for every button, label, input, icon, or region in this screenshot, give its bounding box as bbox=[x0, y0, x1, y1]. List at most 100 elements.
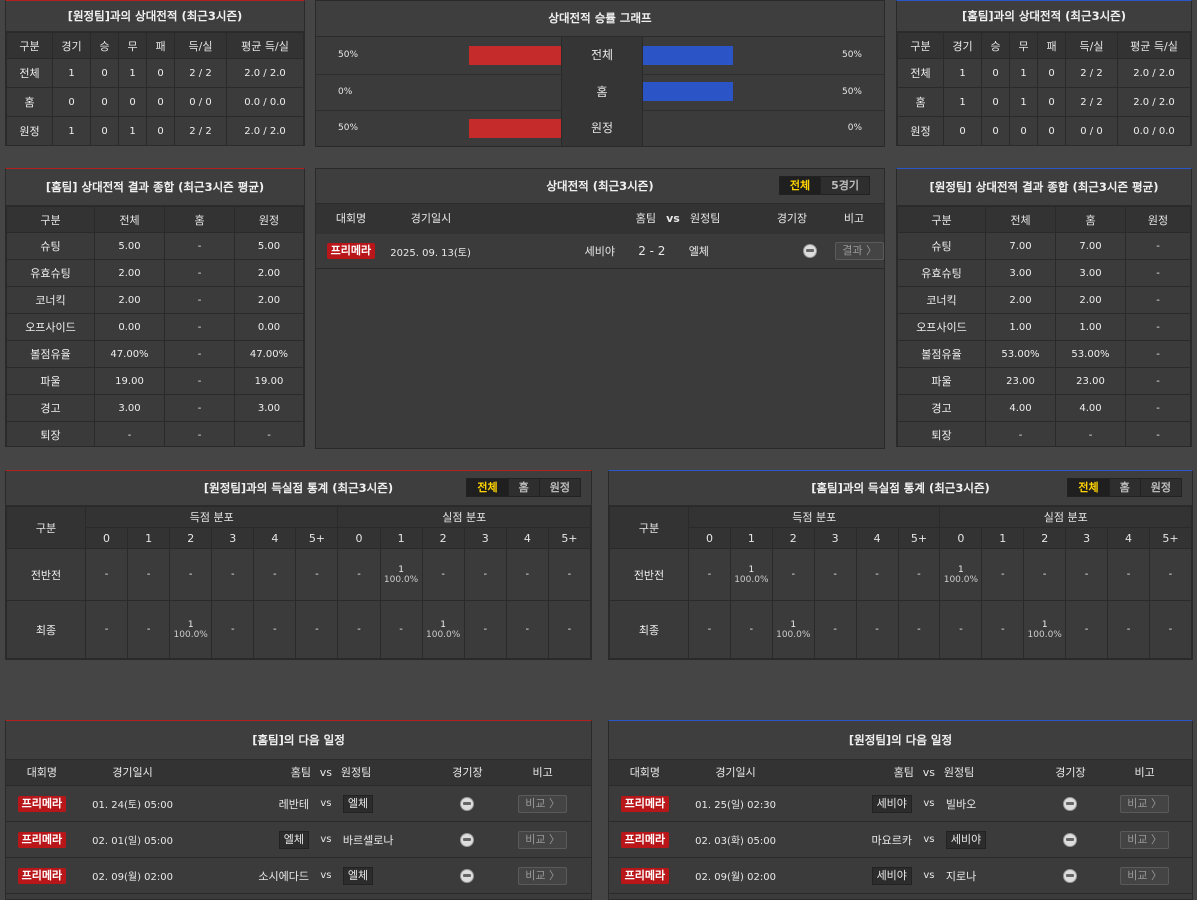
competition-badge[interactable]: 프리메라 bbox=[326, 243, 376, 259]
home-team[interactable]: 세비야 bbox=[871, 794, 912, 813]
stadium-icon[interactable] bbox=[1063, 796, 1078, 811]
away-team[interactable]: 바르셀로나 bbox=[342, 833, 394, 847]
cell-count: - bbox=[833, 569, 837, 580]
cell-count: 1 bbox=[748, 564, 755, 575]
table-cell: 0 / 0 bbox=[1065, 116, 1118, 145]
table-cell: 0 bbox=[90, 58, 119, 88]
away-team[interactable]: 엘체 bbox=[688, 245, 709, 258]
away-team[interactable]: 세비야 bbox=[945, 830, 987, 849]
home-team[interactable]: 마요르카 bbox=[871, 833, 912, 847]
row-label: 파울 bbox=[6, 367, 95, 395]
table-cell: 0 bbox=[943, 116, 982, 145]
tab-all[interactable]: 전체 bbox=[1068, 479, 1109, 496]
cell-count: - bbox=[959, 624, 963, 635]
vs-label: vs bbox=[923, 834, 935, 845]
vs-label: vs bbox=[923, 798, 935, 809]
tab-all[interactable]: 전체 bbox=[467, 479, 508, 496]
table-cell: - bbox=[771, 548, 815, 601]
result-button[interactable]: 결과 〉 bbox=[835, 242, 884, 260]
winrate-row: 50% 전체 50% bbox=[316, 37, 884, 75]
table-row: 코너킥 2.00 2.00- bbox=[897, 286, 1191, 314]
home-team[interactable]: 세비야 bbox=[871, 866, 912, 885]
cell-count: 1 bbox=[440, 619, 447, 630]
summary-home-panel: [홈팀] 상대전적 결과 종합 (최근3시즌 평균) 구분 전체 홈 원정 슈팅 5.0… bbox=[5, 168, 305, 447]
competition-badge[interactable]: 프리메라 bbox=[620, 867, 670, 884]
table-cell: 0 bbox=[1037, 116, 1066, 145]
stadium-icon[interactable] bbox=[460, 868, 475, 883]
compare-button[interactable]: 비교 〉 bbox=[1120, 830, 1170, 849]
competition-badge[interactable]: 프리메라 bbox=[17, 867, 67, 884]
away-team[interactable]: 빌바오 bbox=[945, 797, 977, 811]
table-cell: - bbox=[1125, 340, 1191, 368]
home-team[interactable]: 소시에다드 bbox=[258, 869, 309, 883]
table-row: 슈팅 7.00 7.00- bbox=[897, 232, 1191, 260]
row-label: 전체 bbox=[6, 58, 53, 88]
bucket-header: 2 bbox=[421, 527, 465, 549]
home-team[interactable]: 레반테 bbox=[278, 797, 309, 811]
tab-home[interactable]: 홈 bbox=[1108, 479, 1140, 496]
home-team[interactable]: 세비야 bbox=[584, 245, 615, 258]
note-cell: 비교 〉 bbox=[494, 866, 591, 885]
cell-count: - bbox=[749, 624, 754, 635]
table-cell: - bbox=[981, 600, 1025, 659]
stadium-icon[interactable] bbox=[460, 796, 475, 811]
competition-badge[interactable]: 프리메라 bbox=[620, 831, 670, 848]
table-cell: - bbox=[1148, 600, 1192, 659]
vs-label: vs bbox=[923, 870, 935, 881]
home-win-bar bbox=[469, 118, 561, 138]
schedule-header: 대회명 경기일시 홈팀 vs 원정팀 경기장 비고 bbox=[609, 760, 1192, 786]
compare-button[interactable]: 비교 〉 bbox=[1120, 794, 1170, 813]
table-cell: - bbox=[94, 421, 165, 446]
stadium-icon[interactable] bbox=[1063, 868, 1078, 883]
col-home: 홈팀 bbox=[893, 766, 914, 779]
cell-count: - bbox=[791, 569, 796, 580]
col-comp: 대회명 bbox=[26, 766, 58, 779]
compare-button[interactable]: 비교 〉 bbox=[518, 866, 568, 885]
tab-away[interactable]: 원정 bbox=[538, 479, 580, 496]
table-cell: - bbox=[729, 600, 773, 659]
column-header: 무 bbox=[1009, 32, 1038, 59]
stadium-icon[interactable] bbox=[1063, 832, 1078, 847]
tab-last5[interactable]: 5경기 bbox=[820, 177, 869, 194]
competition-badge[interactable]: 프리메라 bbox=[17, 795, 67, 812]
table-row: 퇴장 - - - bbox=[897, 421, 1191, 446]
table-row: 유효슈팅 3.00 3.00- bbox=[897, 259, 1191, 287]
home-team-cell: 마요르카 bbox=[790, 832, 918, 848]
table-header-row: 구분 득점 분포 실점 분포 bbox=[609, 506, 1192, 549]
tab-home[interactable]: 홈 bbox=[507, 479, 539, 496]
home-team[interactable]: 엘체 bbox=[278, 830, 309, 849]
table-row: 파울 23.00 23.00- bbox=[897, 367, 1191, 395]
away-team[interactable]: 엘체 bbox=[342, 794, 374, 813]
competition-badge[interactable]: 프리메라 bbox=[620, 795, 670, 812]
compare-button[interactable]: 비교 〉 bbox=[518, 830, 568, 849]
tab-away[interactable]: 원정 bbox=[1139, 479, 1181, 496]
cell-count: - bbox=[875, 624, 879, 635]
table-header-row: 0 1 2 3 4 5+ 0 1 2 3 4 5+ bbox=[7, 527, 591, 549]
stadium-icon[interactable] bbox=[803, 244, 818, 258]
next-home-panel: [홈팀]의 다음 일정 대회명 경기일시 홈팀 vs 원정팀 경기장 비고 프리메라 01. 2… bbox=[5, 720, 592, 900]
match-row: 프리메라 2025. 09. 13(토) 세비야 2 - 2 엘체 결과 〉 bbox=[316, 234, 884, 269]
column-header: 구분 bbox=[897, 32, 944, 59]
goals-left-table: 구분 득점 분포 실점 분포 0 1 2 3 4 5+ 0 1 2 3 4 5+ 전반전 - - - - - - -1 100… bbox=[6, 506, 591, 659]
table-cell: 2.00 bbox=[94, 286, 165, 314]
compare-button[interactable]: 비교 〉 bbox=[1120, 866, 1170, 885]
panel-title: 상대전적 승률 그래프 bbox=[316, 1, 884, 37]
table-cell: - bbox=[547, 548, 591, 601]
away-team[interactable]: 엘체 bbox=[342, 866, 374, 885]
table-row: 전반전 - - - - - - - 1 100.0% - - - - bbox=[6, 548, 591, 601]
panel-title: [홈팀]과의 상대전적 (최근3시즌) bbox=[897, 1, 1191, 32]
table-cell: - bbox=[379, 600, 423, 659]
stadium-icon[interactable] bbox=[460, 832, 475, 847]
table-cell: - bbox=[1148, 548, 1192, 601]
tab-all[interactable]: 전체 bbox=[779, 177, 821, 194]
away-team[interactable]: 지로나 bbox=[945, 869, 977, 883]
cell-percent: 100.0% bbox=[776, 629, 811, 640]
table-cell: 0 bbox=[118, 87, 147, 117]
cell-count: - bbox=[567, 569, 572, 580]
compare-button[interactable]: 비교 〉 bbox=[518, 794, 568, 813]
vs-label: vs bbox=[320, 798, 332, 809]
home-team-cell: 소시에다드 bbox=[187, 868, 315, 884]
table-cell: 53.00% bbox=[985, 340, 1056, 368]
competition-badge[interactable]: 프리메라 bbox=[17, 831, 67, 848]
table-cell: 2.0 / 2.0 bbox=[1117, 87, 1191, 117]
